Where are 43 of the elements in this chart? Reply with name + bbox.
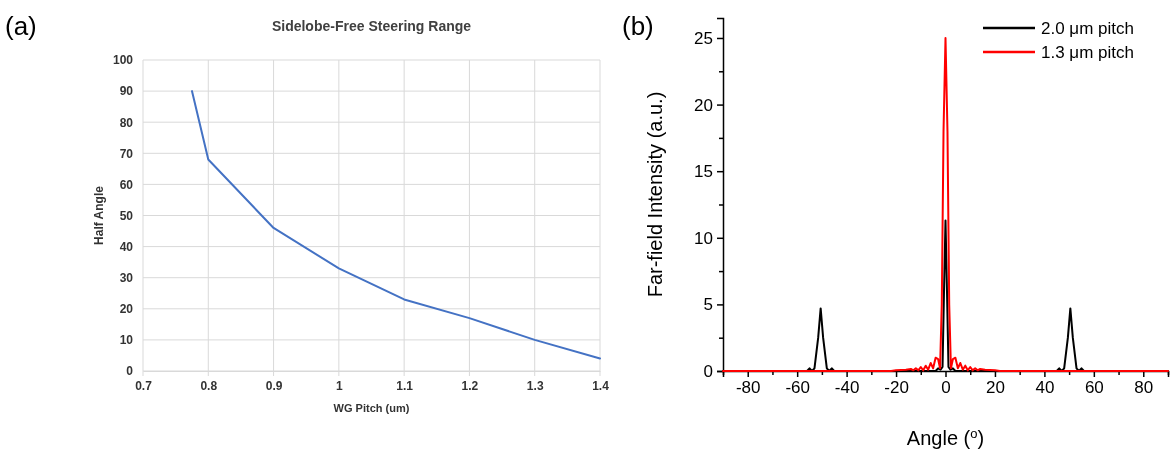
x-axis-title: Angle ($^{o}$) (906, 425, 985, 449)
x-tick-label: -20 (884, 378, 909, 398)
x-tick-label: 1.1 (396, 378, 414, 393)
x-tick-label: 0 (941, 378, 951, 398)
x-tick-label: 20 (985, 378, 1005, 398)
y-tick-label: 25 (694, 28, 713, 48)
y-tick-label: 100 (112, 53, 134, 68)
y-tick-label: 50 (119, 208, 134, 223)
x-tick-label: 80 (1134, 378, 1154, 398)
y-axis-title: Far-field Intensity (a.u.) (644, 91, 666, 298)
chart-title: Sidelobe-Free Steering Range (271, 18, 472, 34)
y-tick-label: 0 (126, 364, 134, 379)
x-tick-label: 1.3 (526, 378, 544, 393)
y-tick-label: 60 (119, 177, 134, 192)
line-series (190, 90, 601, 360)
y-tick-label: 20 (694, 95, 713, 115)
x-axis-title: WG Pitch (um) (333, 402, 410, 414)
x-tick-label: -40 (834, 378, 860, 398)
y-tick-label: 80 (119, 115, 134, 130)
legend-label: 2.0 μm pitch (1041, 19, 1134, 38)
x-tick-label: 1 (336, 378, 344, 393)
x-tick-label: 1.4 (592, 378, 610, 393)
x-tick-label: 0.9 (265, 378, 283, 393)
y-axis-title: Half Angle (92, 185, 106, 245)
x-tick-label: 0.8 (200, 378, 218, 393)
text: (b) (622, 11, 654, 41)
y-tick-label: 40 (119, 239, 134, 254)
y-tick-label: 20 (119, 302, 134, 317)
y-tick-label: 15 (694, 162, 713, 182)
y-tick-label: 5 (703, 295, 713, 315)
y-tick-label: 70 (119, 146, 134, 161)
y-tick-label: 90 (119, 84, 134, 99)
y-tick-label: 10 (694, 228, 713, 248)
legend-label: 1.3 μm pitch (1041, 43, 1134, 62)
x-tick-label: -80 (735, 378, 761, 398)
y-tick-label: 30 (119, 271, 134, 286)
text: (a) (5, 11, 37, 41)
x-tick-label: -60 (785, 378, 810, 398)
x-tick-label: 1.2 (461, 378, 479, 393)
x-tick-label: 60 (1084, 378, 1104, 398)
y-tick-label: 10 (119, 333, 134, 348)
x-tick-label: 40 (1035, 378, 1055, 398)
x-tick-label: 0.7 (135, 378, 153, 393)
